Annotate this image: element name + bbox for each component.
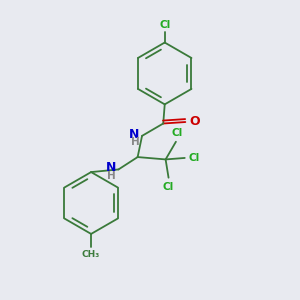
- Text: O: O: [190, 115, 200, 128]
- Text: Cl: Cl: [159, 20, 170, 30]
- Text: Cl: Cl: [162, 182, 174, 191]
- Text: Cl: Cl: [171, 128, 182, 138]
- Text: Cl: Cl: [189, 153, 200, 163]
- Text: N: N: [106, 161, 116, 175]
- Text: H: H: [131, 137, 140, 147]
- Text: N: N: [129, 128, 140, 141]
- Text: CH₃: CH₃: [82, 250, 100, 259]
- Text: H: H: [107, 171, 116, 181]
